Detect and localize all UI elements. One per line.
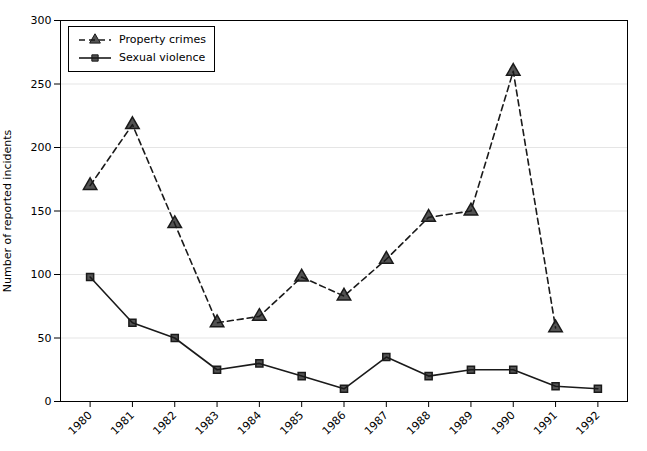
svg-text:1992: 1992	[573, 409, 602, 438]
svg-text:100: 100	[31, 268, 52, 281]
svg-text:50: 50	[38, 332, 52, 345]
svg-text:150: 150	[31, 205, 52, 218]
svg-text:1988: 1988	[404, 409, 433, 438]
svg-text:1982: 1982	[150, 409, 179, 438]
svg-text:250: 250	[31, 78, 52, 91]
svg-text:1981: 1981	[108, 409, 137, 438]
svg-text:1980: 1980	[66, 409, 95, 438]
svg-text:1986: 1986	[320, 409, 349, 438]
svg-text:1984: 1984	[235, 409, 264, 438]
svg-text:1987: 1987	[362, 409, 391, 438]
svg-text:1990: 1990	[489, 409, 518, 438]
svg-text:200: 200	[31, 141, 52, 154]
svg-text:Number of reported incidents: Number of reported incidents	[1, 129, 14, 292]
svg-text:1983: 1983	[193, 409, 222, 438]
svg-text:0: 0	[45, 395, 52, 408]
svg-text:1985: 1985	[277, 409, 306, 438]
svg-text:300: 300	[31, 14, 52, 27]
html-text:Property crimes: Property crimes	[119, 33, 206, 46]
svg-text:1991: 1991	[531, 409, 560, 438]
html-text:Sexual violence: Sexual violence	[119, 51, 206, 64]
svg-text:1989: 1989	[447, 409, 476, 438]
